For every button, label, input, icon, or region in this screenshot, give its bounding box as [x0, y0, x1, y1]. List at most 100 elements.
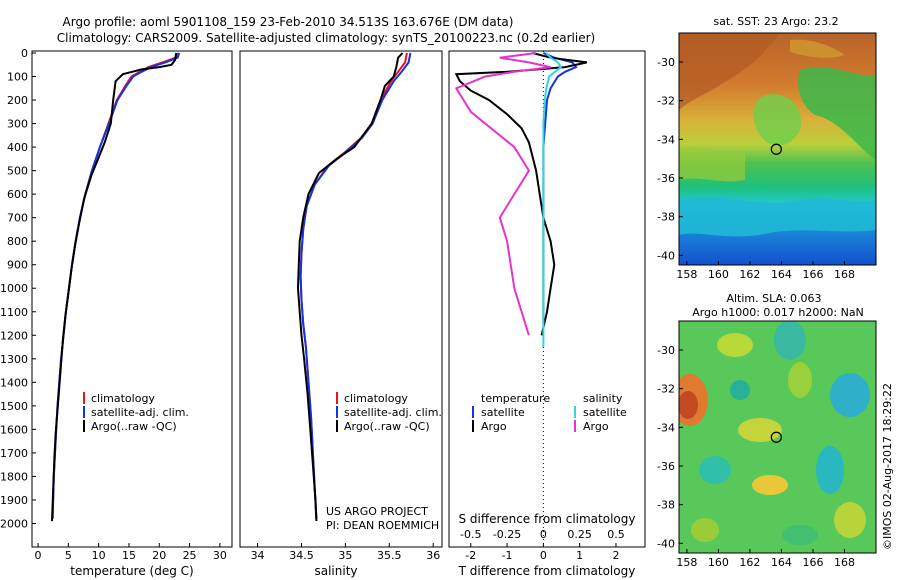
- map-x-tick-label: 168: [834, 268, 855, 281]
- series-line: [299, 52, 408, 519]
- map-y-tick-label: -40: [657, 537, 675, 550]
- y-tick-label: 1200: [0, 329, 28, 342]
- series-line: [51, 52, 179, 519]
- legend-label-climatology: climatology: [91, 392, 155, 405]
- pi-annotation: PI: DEAN ROEMMICH: [326, 519, 439, 532]
- difference-series: [454, 52, 588, 347]
- map-x-tick-label: 164: [771, 268, 792, 281]
- y-tick-label: 0: [21, 47, 28, 60]
- map-x-tick-label: 158: [676, 556, 697, 569]
- series-line: [299, 52, 412, 519]
- sla-map-field: [679, 321, 876, 553]
- series-line: [542, 52, 578, 324]
- legend-label-argo: Argo(..raw -QC): [91, 420, 177, 433]
- series-line: [51, 52, 181, 519]
- y-tick-label: 1700: [0, 447, 28, 460]
- salinity-xlabel: salinity: [314, 564, 357, 578]
- salinity-series: [296, 52, 412, 522]
- temperature-series: [51, 52, 181, 522]
- s-tick-label: -0.5: [460, 528, 481, 541]
- difference-s-label: S difference from climatology: [459, 512, 636, 526]
- x-tick-label: 0: [35, 549, 42, 562]
- project-annotation: US ARGO PROJECT: [326, 505, 428, 518]
- map-x-tick-label: 166: [802, 268, 823, 281]
- legend-title-temperature: temperature: [481, 392, 550, 405]
- salinity-panel-frame: [239, 50, 443, 548]
- series-line: [51, 52, 178, 522]
- imos-side-note: ©IMOS 02-Aug-2017 18:29:22: [881, 383, 894, 550]
- legend-label-t-satellite: satellite: [481, 406, 525, 419]
- map-x-tick-label: 166: [802, 556, 823, 569]
- y-tick-label: 1100: [0, 306, 28, 319]
- series-line: [454, 52, 588, 336]
- s-tick-label: -0.25: [493, 528, 521, 541]
- y-tick-label: 1800: [0, 470, 28, 483]
- y-tick-label: 600: [7, 188, 28, 201]
- title-line-2: Climatology: CARS2009. Satellite-adjuste…: [57, 31, 595, 45]
- map-x-tick-label: 160: [708, 268, 729, 281]
- y-tick-label: 1000: [0, 282, 28, 295]
- y-tick-label: 500: [7, 165, 28, 178]
- map-y-tick-label: -34: [657, 421, 675, 434]
- temperature-y-axis: 0 100 200 300 400 500 600 700 800 900 1000 1100 1200…: [0, 47, 36, 530]
- map-y-tick-label: -38: [657, 499, 675, 512]
- difference-x-axis: -2 -1 0 1 2: [465, 543, 619, 562]
- x-tick-label: 15: [122, 549, 136, 562]
- legend-label-s-satellite: satellite: [583, 406, 627, 419]
- sla-map-title-1: Altim. SLA: 0.063: [726, 292, 821, 305]
- y-tick-label: 300: [7, 118, 28, 131]
- sla-map-axes: 158 160 162 164 166 168 -30 -32 -34 -36 -38 -40: [657, 344, 855, 569]
- sst-map-title: sat. SST: 23 Argo: 23.2: [713, 15, 838, 28]
- map-y-tick-label: -34: [657, 133, 675, 146]
- y-tick-label: 200: [7, 94, 28, 107]
- y-tick-label: 900: [7, 259, 28, 272]
- sst-map-frame: [678, 32, 877, 266]
- x-tick-label: -1: [502, 549, 513, 562]
- sla-map-title-2: Argo h1000: 0.017 h2000: NaN: [692, 306, 864, 319]
- sst-argo-marker: [770, 143, 782, 155]
- legend-label-climatology: climatology: [344, 392, 408, 405]
- map-y-tick-label: -32: [657, 95, 675, 108]
- series-line: [454, 52, 551, 336]
- x-tick-label: -2: [465, 549, 476, 562]
- x-tick-label: 10: [92, 549, 106, 562]
- map-y-tick-label: -40: [657, 249, 675, 262]
- map-x-tick-label: 162: [739, 556, 760, 569]
- difference-legend: temperature salinity satellite Argo sate…: [472, 392, 627, 433]
- x-tick-label: 25: [183, 549, 197, 562]
- y-tick-label: 1900: [0, 494, 28, 507]
- salinity-x-axis: 34 34.5 35 35.5 36: [251, 543, 440, 562]
- legend-label-t-argo: Argo: [481, 420, 507, 433]
- x-tick-label: 35.5: [377, 549, 402, 562]
- legend-label-s-argo: Argo: [583, 420, 609, 433]
- temperature-xlabel: temperature (deg C): [70, 564, 193, 578]
- map-x-tick-label: 168: [834, 556, 855, 569]
- map-y-tick-label: -30: [657, 344, 675, 357]
- s-tick-label: 0.5: [607, 528, 625, 541]
- legend-label-argo: Argo(..raw -QC): [344, 420, 430, 433]
- map-x-tick-label: 164: [771, 556, 792, 569]
- map-x-tick-label: 162: [739, 268, 760, 281]
- x-tick-label: 5: [65, 549, 72, 562]
- salinity-legend: climatology satellite-adj. clim. Argo(..…: [336, 392, 442, 433]
- x-tick-label: 1: [576, 549, 583, 562]
- x-tick-label: 36: [426, 549, 440, 562]
- x-tick-label: 30: [213, 549, 227, 562]
- y-tick-label: 1600: [0, 423, 28, 436]
- s-tick-label: 0.25: [567, 528, 592, 541]
- x-tick-label: 0: [540, 549, 547, 562]
- legend-title-salinity: salinity: [583, 392, 623, 405]
- map-y-tick-label: -32: [657, 383, 675, 396]
- map-x-tick-label: 160: [708, 556, 729, 569]
- legend-label-satellite: satellite-adj. clim.: [91, 406, 189, 419]
- x-tick-label: 20: [152, 549, 166, 562]
- legend-label-satellite: satellite-adj. clim.: [344, 406, 442, 419]
- y-tick-label: 100: [7, 71, 28, 84]
- difference-s-axis: -0.5 -0.25 0 0.25 0.5: [460, 528, 625, 541]
- y-tick-label: 2000: [0, 517, 28, 530]
- temperature-x-axis: 0 5 10 15 20 25 30: [35, 543, 227, 562]
- temperature-legend: climatology satellite-adj. clim. Argo(..…: [83, 392, 189, 433]
- map-y-tick-label: -36: [657, 172, 675, 185]
- sla-argo-marker: [770, 431, 782, 443]
